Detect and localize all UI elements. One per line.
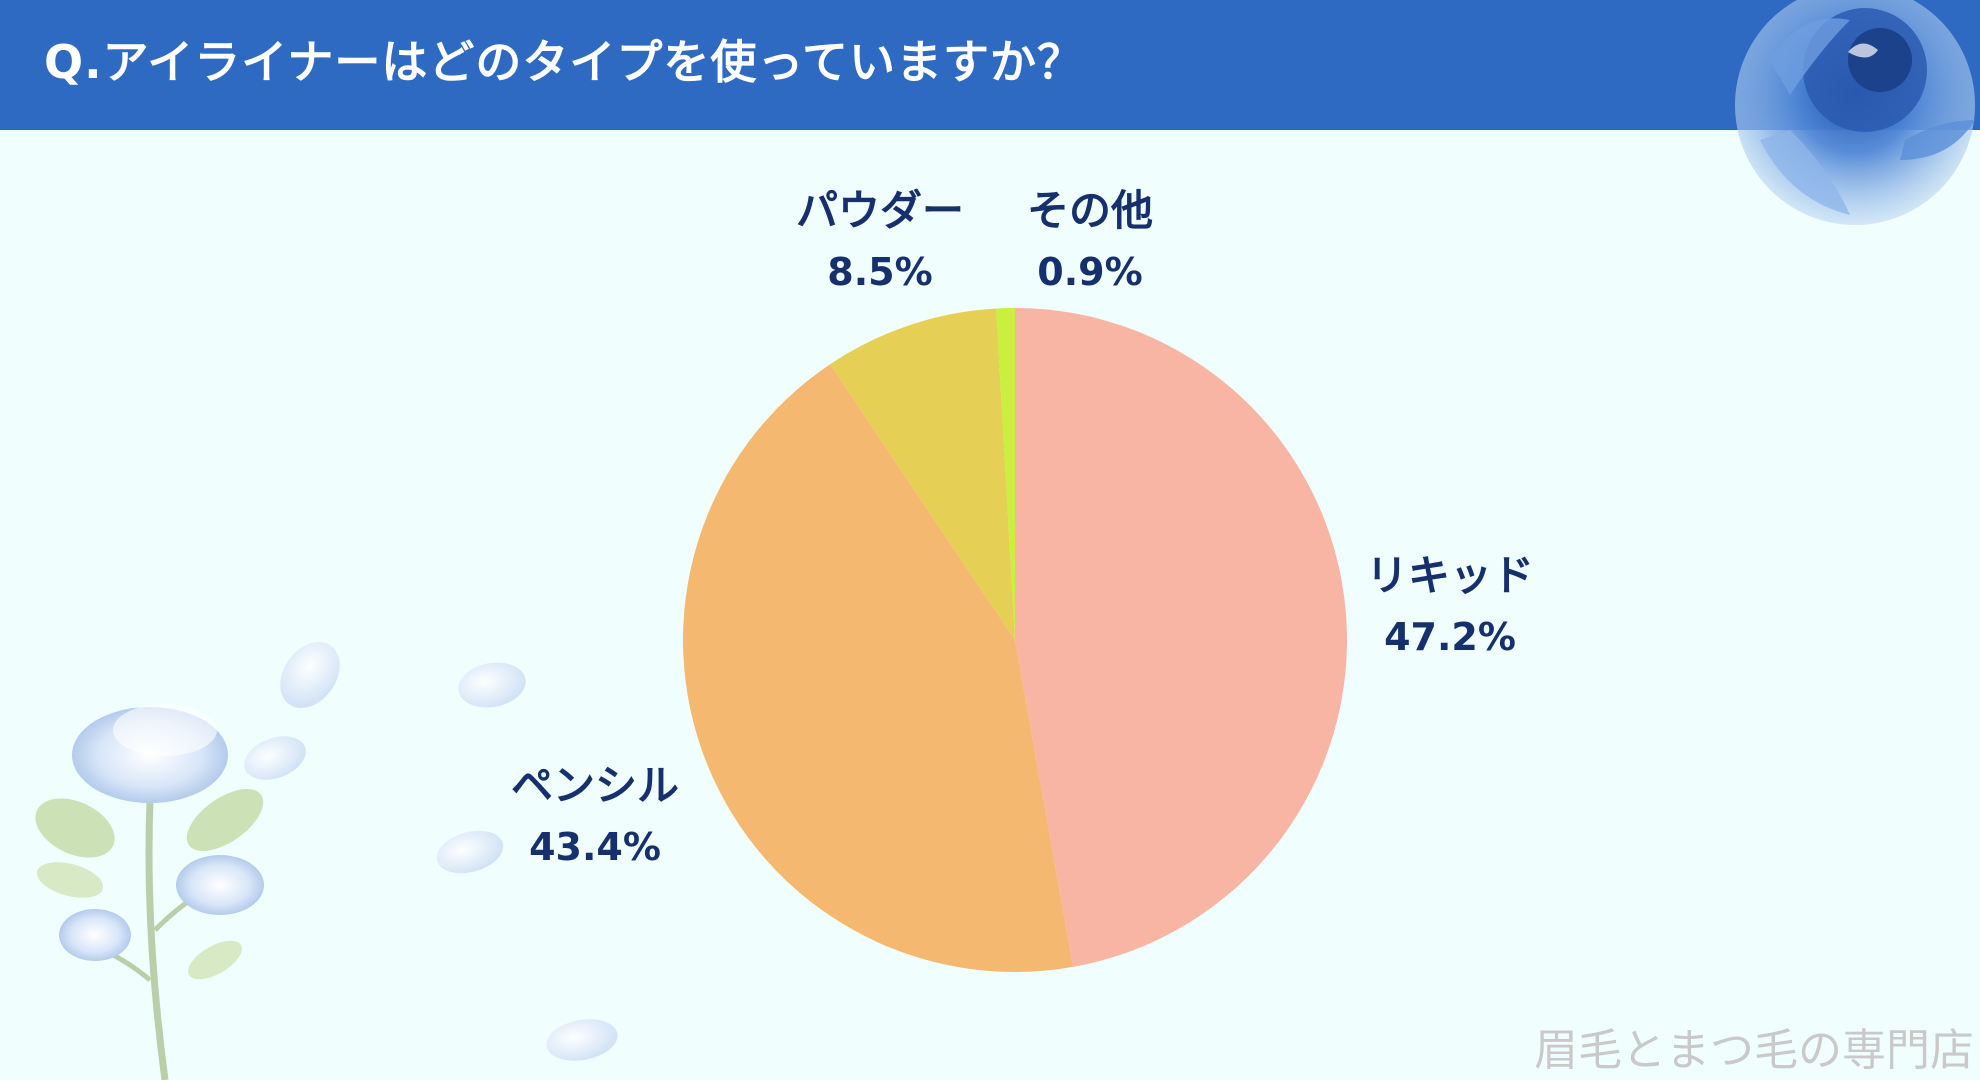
slice-label: その他	[1027, 186, 1153, 235]
slice-value: 8.5%	[827, 250, 932, 294]
pie-slice	[683, 364, 1074, 972]
slice-label: リキッド	[1366, 551, 1534, 600]
pie-slice	[1015, 308, 1347, 967]
header-bar: Q.アイライナーはどのタイプを使っていますか？	[0, 0, 1980, 130]
slice-label: ペンシル	[511, 761, 679, 810]
slice-label: パウダー	[796, 186, 964, 235]
pie-slice	[830, 308, 1015, 640]
pie-slice	[996, 308, 1015, 640]
pie-labels: リキッド 47.2% ペンシル 43.4% パウダー 8.5% その他 0.9%	[511, 186, 1534, 869]
blue-rose-illustration	[1735, 0, 1975, 225]
blue-rose-stem-illustration	[35, 704, 264, 1080]
slice-value: 43.4%	[529, 825, 661, 869]
scattered-petals	[244, 641, 618, 1061]
slice-value: 0.9%	[1037, 250, 1142, 294]
question-title: Q.アイライナーはどのタイプを使っていますか？	[44, 35, 1085, 89]
slice-value: 47.2%	[1384, 615, 1516, 659]
watermark: 眉毛とまつ毛の専門店	[1534, 1025, 1974, 1076]
pie-slices	[683, 308, 1347, 972]
